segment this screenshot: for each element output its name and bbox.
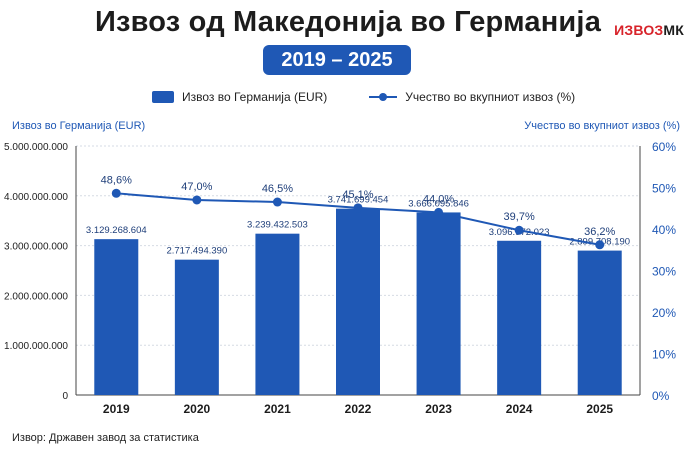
line-value-label: 48,6% [101, 174, 132, 186]
right-tick-label: 40% [652, 223, 676, 237]
bar-value-label: 3.239.432.503 [247, 220, 308, 231]
bar [416, 212, 461, 395]
left-tick-label: 4.000.000.000 [4, 192, 68, 203]
line-value-label: 46,5% [262, 183, 293, 195]
bar [94, 239, 139, 395]
right-tick-label: 10% [652, 348, 676, 362]
right-tick-label: 60% [652, 140, 676, 154]
chart-legend: Извоз во Германија (EUR) Учество во вкуп… [152, 88, 575, 106]
right-tick-label: 50% [652, 182, 676, 196]
bar-value-label: 2.717.494.390 [166, 246, 227, 257]
source-note: Извор: Државен завод за статистика [12, 432, 199, 444]
line-value-label: 45,1% [342, 189, 373, 201]
line-point [192, 195, 202, 205]
logo-part-2: МК [663, 22, 684, 38]
bar [174, 259, 219, 395]
line-value-label: 39,7% [504, 211, 535, 223]
line-value-label: 44,0% [423, 193, 454, 205]
line-point [353, 203, 363, 213]
legend-bar-label: Извоз во Германија (EUR) [182, 90, 328, 104]
line-point [434, 207, 444, 217]
bar [577, 250, 622, 395]
bar-value-label: 3.666.095.846 [408, 198, 469, 209]
left-tick-label: 3.000.000.000 [4, 242, 68, 253]
bar-value-label: 3.741.699.454 [328, 195, 389, 206]
brand-logo: ИЗВОЗМК [614, 22, 684, 38]
logo-part-1: ИЗВОЗ [614, 22, 664, 38]
left-axis-title: Извоз во Германија (EUR) [12, 120, 146, 132]
line-point [514, 225, 524, 235]
x-tick-label: 2019 [103, 402, 130, 416]
bar [255, 233, 300, 395]
left-tick-label: 5.000.000.000 [4, 142, 68, 153]
year-range-badge: 2019 – 2025 [263, 45, 411, 75]
bar [497, 240, 542, 395]
line-point [272, 197, 282, 207]
x-tick-label: 2023 [425, 402, 452, 416]
left-tick-label: 1.000.000.000 [4, 341, 68, 352]
chart-title: Извоз од Македонија во Германија [94, 6, 602, 38]
left-tick-label: 0 [62, 391, 68, 402]
bar [336, 208, 380, 395]
right-tick-label: 30% [652, 265, 676, 279]
left-tick-label: 2.000.000.000 [4, 291, 68, 302]
line-point [595, 240, 605, 250]
legend-line-swatch [369, 91, 398, 103]
legend-line-label: Учество во вкупниот извоз (%) [405, 90, 576, 104]
legend-bar-swatch [152, 91, 174, 103]
right-tick-label: 0% [652, 389, 670, 403]
x-tick-label: 2025 [586, 402, 613, 416]
right-tick-label: 20% [652, 306, 676, 320]
line-value-label: 47,0% [181, 181, 212, 193]
bar-value-label: 3.129.268.604 [86, 225, 147, 236]
x-tick-label: 2020 [184, 402, 211, 416]
line-point [111, 188, 121, 198]
x-tick-label: 2022 [345, 402, 372, 416]
line-value-label: 36,2% [584, 226, 615, 238]
x-tick-label: 2024 [506, 402, 533, 416]
right-axis-title: Учество во вкупниот извоз (%) [524, 120, 680, 132]
x-tick-label: 2021 [264, 402, 291, 416]
